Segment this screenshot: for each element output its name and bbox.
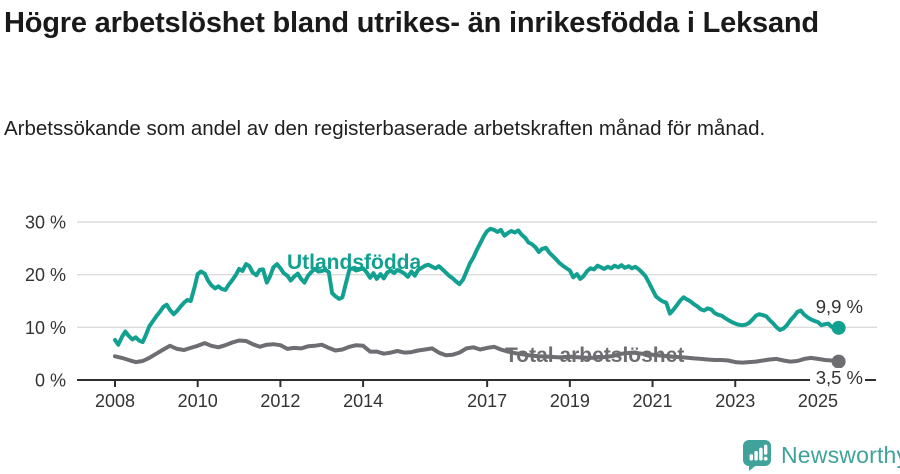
page-subtitle: Arbetssökande som andel av den registerb… [4,117,766,140]
series-end-dot-total-arbetsl-shet [831,354,846,369]
x-tick-label-2008: 2008 [95,391,135,411]
newsworthy-logo: Newsworthy [741,438,900,472]
x-tick-label-2012: 2012 [260,391,300,411]
chart-canvas: 0 % 10 % 20 % 30 % 2008 2010 2012 2014 2017 2019 2… [25,212,877,411]
end-value-label-utlandsf-dda: 9,9 % [816,296,863,317]
x-tick-label-2014: 2014 [343,391,383,411]
series-line-utlandsf-dda [113,226,841,347]
series-label-utlandsf-dda: Utlandsfödda [287,251,421,274]
x-tick-label-2017: 2017 [467,391,507,411]
x-tick-label-2023: 2023 [715,391,755,411]
y-tick-label-0: 0 % [35,371,66,391]
newsworthy-logo-text: Newsworthy [781,441,900,468]
unemployment-line-chart: 0 % 10 % 20 % 30 % 2008 2010 2012 2014 2017 2019 2… [0,193,900,428]
y-tick-label-10: 10 % [25,318,66,338]
page-title: Högre arbetslöshet bland utrikes- än inr… [4,7,819,39]
x-tick-label-2025: 2025 [798,391,838,411]
newsworthy-logo-icon [743,440,771,471]
x-tick-label-2019: 2019 [550,391,590,411]
value-label-backing [810,368,865,387]
y-tick-label-20: 20 % [25,265,66,285]
series-end-dot-utlandsf-dda [831,320,846,335]
end-value-label-total-arbetsl-shet: 3,5 % [816,367,863,388]
series-label-total-arbetsl-shet: Total arbetslöshet [505,344,684,367]
series-line-total-arbetsl-shet [113,338,841,365]
bar-chart-icon [749,444,768,461]
y-tick-label-30: 30 % [25,212,66,232]
x-tick-label-2021: 2021 [633,391,673,411]
x-tick-label-2010: 2010 [178,391,218,411]
